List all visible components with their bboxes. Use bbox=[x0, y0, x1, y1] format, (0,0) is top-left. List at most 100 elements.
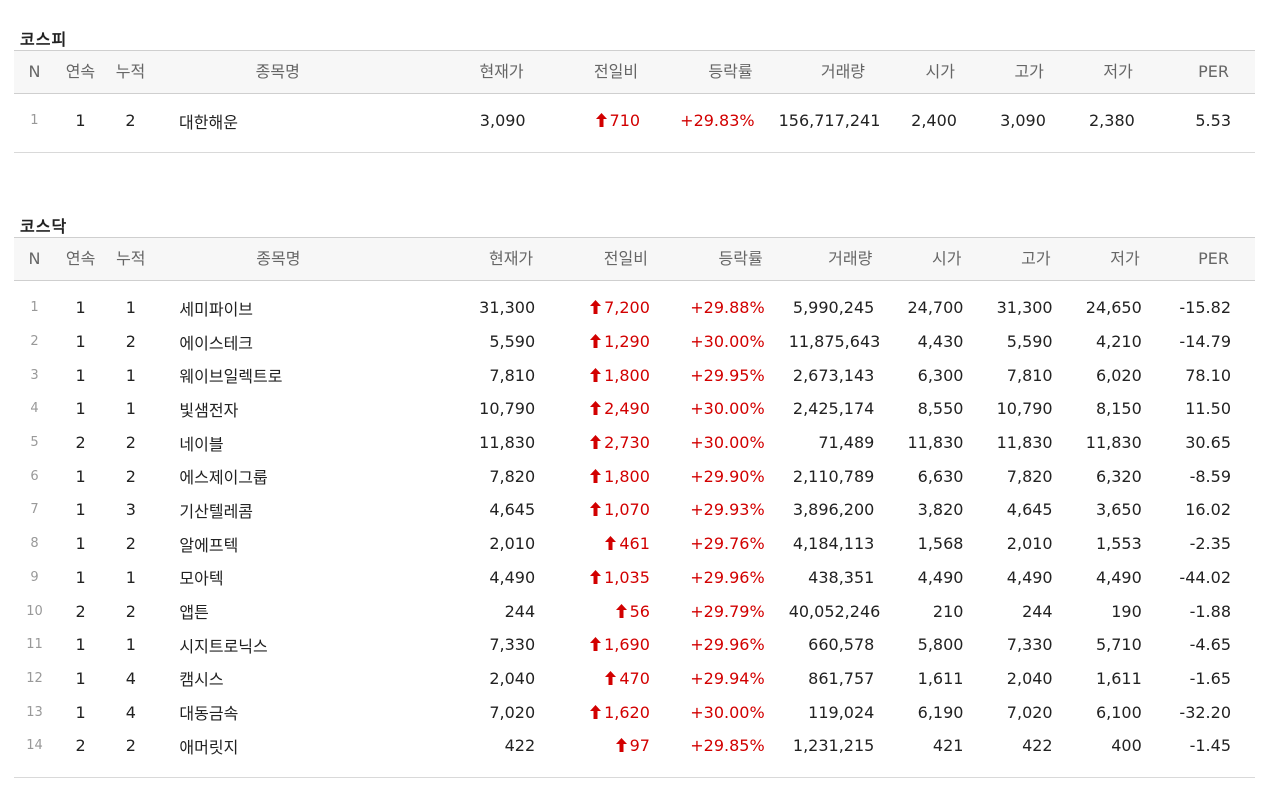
col-n: 5 bbox=[30, 435, 39, 451]
col-low: 4,210 bbox=[1095, 332, 1142, 352]
col-n: 7 bbox=[30, 502, 39, 518]
change-value: 1,800 bbox=[604, 466, 650, 486]
table-row[interactable]: 1 1 2 대한해운 3,090 710 +29.83% 156,717,241 2,400 3,… bbox=[14, 104, 1255, 138]
header-per: PER bbox=[1165, 237, 1255, 281]
col-rate: +30.00% bbox=[690, 399, 765, 419]
table-row[interactable]: 11 1 1 시지트로닉스 7,330 1,690 +29.96% 660,578 5,800 7… bbox=[14, 628, 1255, 662]
col-name[interactable]: 캠시스 bbox=[179, 670, 224, 690]
col-low: 1,611 bbox=[1095, 668, 1142, 688]
kosdaq-title: 코스닥 bbox=[20, 217, 68, 236]
col-total: 1 bbox=[125, 399, 136, 419]
kospi-title: 코스피 bbox=[20, 30, 68, 49]
table-row[interactable]: 14 2 2 애머릿지 422 97 +29.85% 1,231,215 421 422 400 -1… bbox=[14, 729, 1255, 763]
col-streak: 1 bbox=[75, 399, 86, 419]
col-rate: +29.83% bbox=[680, 111, 755, 131]
col-volume: 2,673,143 bbox=[792, 365, 875, 385]
col-high: 10,790 bbox=[996, 399, 1053, 419]
arrow-up-icon bbox=[615, 737, 627, 753]
change-value: 470 bbox=[619, 668, 650, 688]
header-name: 종목명 bbox=[155, 50, 401, 94]
header-name: 종목명 bbox=[155, 237, 402, 281]
table-row[interactable]: 7 1 3 기산텔레콤 4,645 1,070 +29.93% 3,896,200 3,820 4… bbox=[14, 493, 1255, 527]
col-volume: 71,489 bbox=[818, 433, 875, 453]
col-price: 7,020 bbox=[489, 702, 536, 722]
col-total: 2 bbox=[125, 466, 136, 486]
col-per: -14.79 bbox=[1179, 332, 1231, 352]
arrow-up-icon bbox=[590, 468, 602, 483]
col-volume: 119,024 bbox=[808, 702, 875, 722]
col-name[interactable]: 네이블 bbox=[179, 434, 224, 454]
col-per: -4.65 bbox=[1189, 635, 1231, 655]
col-volume: 2,110,789 bbox=[792, 466, 875, 486]
change-value: 461 bbox=[619, 534, 650, 554]
col-name[interactable]: 빛샘전자 bbox=[179, 400, 239, 420]
change-value: 2,490 bbox=[604, 399, 650, 419]
col-per: -1.45 bbox=[1189, 736, 1231, 756]
col-name[interactable]: 에스제이그룹 bbox=[179, 468, 268, 488]
table-row[interactable]: 13 1 4 대동금속 7,020 1,620 +30.00% 119,024 6,190 7,0… bbox=[14, 695, 1255, 729]
col-high: 4,645 bbox=[1006, 500, 1053, 520]
col-name[interactable]: 세미파이브 bbox=[179, 299, 254, 319]
col-per: -15.82 bbox=[1179, 298, 1231, 318]
change-value: 1,800 bbox=[604, 365, 650, 385]
col-streak: 1 bbox=[75, 635, 86, 655]
col-low: 190 bbox=[1111, 601, 1142, 621]
col-low: 2,380 bbox=[1089, 111, 1135, 131]
header-n: N bbox=[14, 237, 55, 281]
col-name[interactable]: 기산텔레콤 bbox=[179, 501, 254, 521]
col-n: 13 bbox=[26, 704, 43, 720]
table-row[interactable]: 4 1 1 빛샘전자 10,790 2,490 +30.00% 2,425,174 8,550 1… bbox=[14, 392, 1255, 426]
col-name[interactable]: 알에프텍 bbox=[179, 535, 239, 555]
col-per: -1.88 bbox=[1189, 601, 1231, 621]
col-streak: 1 bbox=[75, 567, 86, 587]
col-name[interactable]: 시지트로닉스 bbox=[179, 636, 268, 656]
table-row[interactable]: 8 1 2 알에프텍 2,010 461 +29.76% 4,184,113 1,568 2,01… bbox=[14, 527, 1255, 561]
table-row[interactable]: 5 2 2 네이블 11,830 2,730 +30.00% 71,489 11,830 11,8… bbox=[14, 426, 1255, 460]
col-name[interactable]: 애머릿지 bbox=[179, 737, 239, 757]
col-change: 56 bbox=[559, 594, 674, 628]
col-total: 1 bbox=[125, 635, 136, 655]
table-row[interactable]: 10 2 2 앱튼 244 56 +29.79% 40,052,246 210 244 190 -1.… bbox=[14, 594, 1255, 628]
col-per: -2.35 bbox=[1189, 534, 1231, 554]
col-volume: 4,184,113 bbox=[792, 534, 875, 554]
table-row[interactable]: 9 1 1 모아텍 4,490 1,035 +29.96% 438,351 4,490 4,490… bbox=[14, 561, 1255, 595]
col-name[interactable]: 웨이브일렉트로 bbox=[179, 367, 283, 387]
table-row[interactable]: 1 1 1 세미파이브 31,300 7,200 +29.88% 5,990,245 24,70… bbox=[14, 291, 1255, 325]
table-row[interactable]: 2 1 2 에이스테크 5,590 1,290 +30.00% 11,875,643 4,430… bbox=[14, 325, 1255, 359]
col-name[interactable]: 대동금속 bbox=[179, 704, 239, 724]
col-high: 2,010 bbox=[1006, 534, 1053, 554]
header-price: 현재가 bbox=[400, 50, 550, 94]
col-high: 7,810 bbox=[1006, 365, 1053, 385]
col-volume: 660,578 bbox=[808, 635, 875, 655]
col-streak: 1 bbox=[75, 332, 86, 352]
col-name[interactable]: 앱튼 bbox=[179, 603, 209, 623]
col-total: 2 bbox=[125, 534, 136, 554]
header-change: 전일비 bbox=[559, 237, 674, 281]
col-price: 7,820 bbox=[489, 466, 536, 486]
col-per: 78.10 bbox=[1185, 365, 1231, 385]
col-low: 5,710 bbox=[1095, 635, 1142, 655]
header-n: N bbox=[14, 50, 55, 94]
col-high: 31,300 bbox=[996, 298, 1053, 318]
col-price: 11,830 bbox=[479, 433, 536, 453]
col-total: 2 bbox=[125, 433, 136, 453]
col-n: 8 bbox=[30, 536, 39, 552]
table-row[interactable]: 3 1 1 웨이브일렉트로 7,810 1,800 +29.95% 2,673,143 6,30… bbox=[14, 358, 1255, 392]
col-volume: 2,425,174 bbox=[792, 399, 875, 419]
col-n: 4 bbox=[30, 401, 39, 417]
col-high: 422 bbox=[1022, 736, 1053, 756]
col-streak: 1 bbox=[75, 534, 86, 554]
col-name[interactable]: 모아텍 bbox=[179, 569, 224, 589]
table-row[interactable]: 6 1 2 에스제이그룹 7,820 1,800 +29.90% 2,110,789 6,630… bbox=[14, 459, 1255, 493]
col-rate: +29.88% bbox=[690, 298, 765, 318]
col-streak: 2 bbox=[75, 736, 86, 756]
col-name[interactable]: 대한해운 bbox=[179, 112, 238, 132]
col-rate: +29.95% bbox=[690, 365, 765, 385]
col-streak: 1 bbox=[75, 702, 86, 722]
col-total: 1 bbox=[125, 365, 136, 385]
table-row[interactable]: 12 1 4 캠시스 2,040 470 +29.94% 861,757 1,611 2,040 1… bbox=[14, 662, 1255, 696]
col-volume: 3,896,200 bbox=[792, 500, 875, 520]
col-name[interactable]: 에이스테크 bbox=[179, 333, 254, 353]
col-open: 210 bbox=[932, 601, 964, 621]
col-rate: +29.93% bbox=[690, 500, 765, 520]
